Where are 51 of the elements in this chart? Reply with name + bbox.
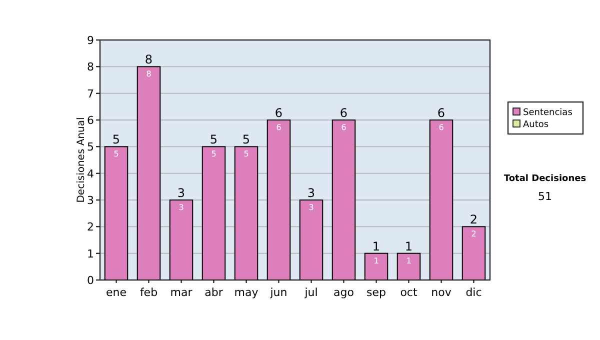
total-label: 2 <box>470 212 478 227</box>
y-tick-label: 4 <box>87 167 94 180</box>
y-tick-label: 5 <box>87 140 94 154</box>
legend-label: Sentencias <box>523 108 573 118</box>
data-label: 5 <box>211 150 216 159</box>
total-label: 1 <box>404 239 413 254</box>
data-label: 5 <box>244 150 249 159</box>
data-label: 3 <box>308 203 314 212</box>
x-tick-label: sep <box>366 286 386 299</box>
x-tick-label: dic <box>466 286 482 299</box>
data-label: 1 <box>374 256 379 266</box>
y-axis-title: Decisiones Anual <box>76 117 87 203</box>
legend-label: Autos <box>523 120 549 130</box>
data-label: 8 <box>146 70 152 79</box>
data-label: 6 <box>276 123 282 132</box>
total-label: 1 <box>372 239 380 254</box>
y-tick-label: 6 <box>87 114 94 127</box>
y-tick-label: 8 <box>87 60 94 74</box>
text: Total Decisiones <box>504 174 586 184</box>
data-label: 2 <box>471 230 476 239</box>
x-tick-label: oct <box>400 286 418 299</box>
y-tick-label: 1 <box>87 247 94 260</box>
total-label: 6 <box>437 106 446 120</box>
text: 51 <box>538 190 552 203</box>
total-label: 6 <box>274 106 283 120</box>
x-tick-label: mar <box>170 286 193 299</box>
data-label: 6 <box>438 123 444 132</box>
y-tick-label: 9 <box>87 34 94 47</box>
x-tick-label: jul <box>304 286 318 299</box>
total-label: 3 <box>307 186 316 200</box>
x-tick-label: ene <box>106 286 127 299</box>
data-label: 5 <box>114 150 119 159</box>
x-tick-label: abr <box>204 286 224 299</box>
x-tick-label: ago <box>334 286 354 299</box>
total-label: 8 <box>144 52 153 67</box>
y-tick-label: 0 <box>87 274 94 287</box>
x-tick-label: jun <box>269 286 288 299</box>
total-label: 3 <box>177 186 186 200</box>
x-tick-label: may <box>234 286 259 299</box>
data-label: 1 <box>406 256 412 266</box>
data-label: 6 <box>341 123 346 132</box>
total-label: 5 <box>112 132 120 147</box>
total-label: 6 <box>340 106 348 120</box>
data-label: 3 <box>178 203 184 212</box>
total-label: 5 <box>210 132 218 147</box>
y-tick-label: 7 <box>87 87 94 100</box>
x-tick-label: feb <box>140 286 158 299</box>
total-label: 5 <box>242 132 250 147</box>
y-tick-label: 2 <box>87 220 94 234</box>
x-tick-label: nov <box>431 286 452 299</box>
y-tick-label: 3 <box>87 194 94 207</box>
